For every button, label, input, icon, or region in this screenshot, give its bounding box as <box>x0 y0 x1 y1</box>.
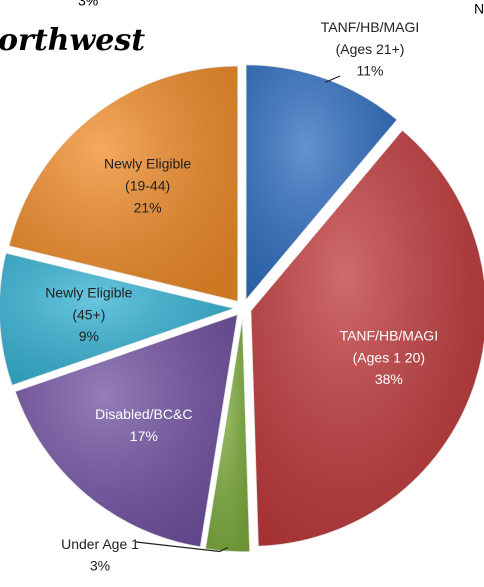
annotation: 3% <box>78 0 98 9</box>
annotation: N <box>474 1 484 17</box>
slice-label: TANF/HB/MAGI (Ages 21+) <box>321 19 420 57</box>
leader-line <box>324 75 341 84</box>
value-label: 21% <box>134 199 162 215</box>
slice-label: Disabled/BC&C <box>95 406 192 422</box>
slice-label: Newly Eligible (19-44) <box>104 155 191 193</box>
value-label: 11% <box>357 63 384 79</box>
value-label: 17% <box>130 428 158 444</box>
slice-label: Under Age 1 <box>61 536 139 552</box>
value-label: 3% <box>90 558 110 574</box>
chart-title: orthwest <box>0 23 145 58</box>
value-label: 9% <box>79 328 99 344</box>
value-label: 38% <box>375 371 403 387</box>
slice-label: TANF/HB/MAGI (Ages 1 20) <box>340 327 439 365</box>
